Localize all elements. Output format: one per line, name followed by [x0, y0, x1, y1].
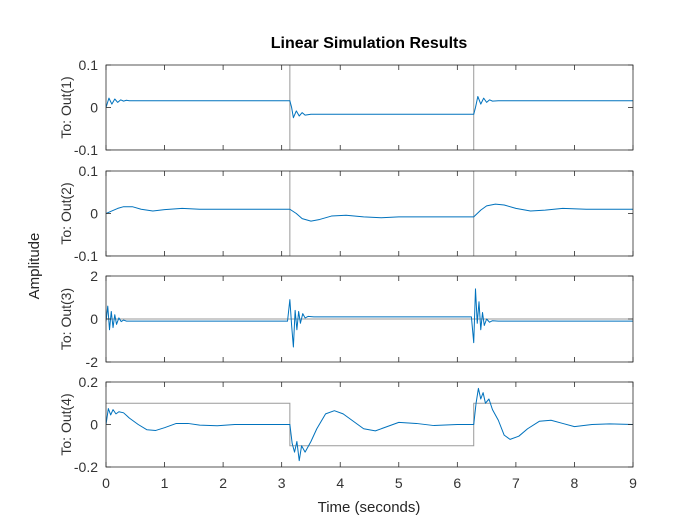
y-tick-label: 0.2: [79, 374, 99, 390]
chart-title: Linear Simulation Results: [271, 35, 468, 52]
x-tick-label: 7: [512, 475, 520, 491]
y-tick-label: 0: [90, 311, 98, 327]
y-tick-label: 0.1: [79, 163, 99, 179]
panel-y-label: To: Out(1): [58, 76, 74, 138]
input-signal-line: [106, 65, 475, 150]
panel-y-label: To: Out(3): [58, 288, 74, 350]
y-tick-label: -0.1: [74, 142, 98, 158]
x-tick-label: 6: [453, 475, 461, 491]
axes-background: [106, 65, 633, 150]
subplot-out-4: 0.20-0.2To: Out(4)0 1 2 3 4 5 6 7 8 9: [58, 374, 637, 491]
x-tick-label: 8: [571, 475, 579, 491]
y-tick-label: 0: [90, 206, 98, 222]
response-line: [106, 95, 633, 119]
axes-background: [106, 171, 633, 256]
x-tick-label: 4: [336, 475, 344, 491]
response-line: [106, 387, 633, 462]
y-tick-label: 0.1: [79, 57, 99, 73]
subplot-out-3: 2 0 -2 To: Out(3): [58, 268, 634, 370]
input-signal-line: [106, 402, 633, 447]
y-tick-label: -2: [86, 354, 99, 370]
y-axis-label: Amplitude: [26, 233, 43, 300]
y-tick-label: 2: [90, 268, 98, 284]
axes-background: [106, 382, 633, 467]
y-tick-label: -0.1: [74, 248, 98, 264]
subplot-out-1: 0.1 0 -0.1To: Out(1): [58, 57, 634, 158]
response-line: [106, 288, 633, 348]
subplot-out-2: 0.1 0 -0.1To: Out(2): [58, 163, 634, 264]
x-tick-label: 1: [161, 475, 169, 491]
response-line: [106, 203, 633, 222]
panel-y-label: To: Out(4): [58, 393, 74, 455]
y-tick-label: -0.2: [74, 459, 98, 475]
x-tick-label: 9: [629, 475, 637, 491]
panel-y-label: To: Out(2): [58, 182, 74, 244]
x-axis-label: Time (seconds): [318, 499, 421, 516]
x-tick-label: 5: [395, 475, 403, 491]
x-tick-label: 3: [278, 475, 286, 491]
x-tick-label: 0: [102, 475, 110, 491]
y-tick-label: 0: [90, 100, 98, 116]
subplot-grid: 0.10-0.1To: Out(1)0.10-0.1To: Out(2)20-2…: [58, 57, 637, 491]
y-tick-label: 0: [90, 417, 98, 433]
input-signal-line: [106, 171, 475, 256]
x-tick-label: 2: [219, 475, 227, 491]
